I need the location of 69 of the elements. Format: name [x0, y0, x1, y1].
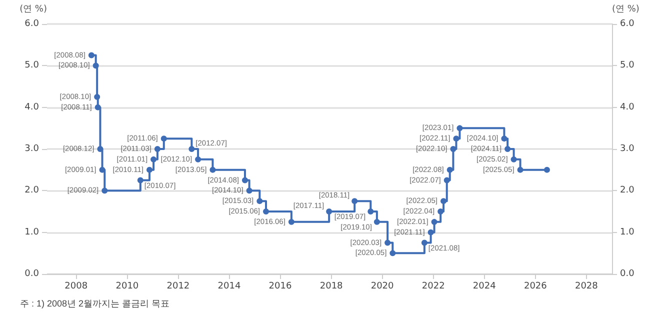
point — [428, 229, 434, 236]
y2-tick-label: 1.0 — [620, 227, 635, 238]
point — [384, 240, 391, 246]
point — [352, 198, 358, 204]
y2-tick-label: 0.0 — [620, 269, 635, 279]
y-tick-label: 1.0 — [24, 227, 40, 238]
x-tick-label: 2014 — [218, 282, 241, 292]
point — [368, 208, 374, 214]
y-tick-label: 6.0 — [24, 19, 40, 29]
point — [210, 166, 216, 173]
y-tick-label: 4.0 — [24, 102, 40, 112]
y2-tick-label: 6.0 — [620, 19, 635, 29]
point — [431, 218, 438, 225]
x-tick-label: 2020 — [370, 282, 394, 292]
point — [421, 240, 428, 246]
y-tick-label: 3.0 — [24, 144, 40, 154]
x-tick-label: 2022 — [422, 282, 445, 292]
point — [160, 136, 167, 142]
x-tick-label: 2018 — [320, 282, 344, 292]
y2-axis-title: (연 %) — [612, 4, 640, 14]
point — [195, 156, 202, 162]
point — [446, 166, 453, 173]
y2-tick-label: 3.0 — [620, 144, 635, 154]
text: 주 : 1) 2008년 2월까지는 콜금리 목표 — [20, 298, 170, 308]
point — [94, 94, 100, 100]
point — [92, 62, 99, 69]
point — [97, 146, 104, 152]
y-axis-title: (연 %) — [20, 4, 47, 14]
x-tick-label: 2024 — [472, 282, 496, 292]
y2-tick-label: 2.0 — [620, 186, 635, 196]
point — [374, 218, 380, 225]
y2-tick-label: 5.0 — [620, 60, 635, 71]
x-tick-label: 2008 — [64, 282, 88, 292]
y-tick-label: 2.0 — [24, 186, 40, 196]
x-tick-label: 2028 — [574, 282, 598, 292]
point — [326, 208, 332, 214]
y-tick-label: 0.0 — [24, 269, 40, 279]
y-tick-label: 5.0 — [24, 60, 40, 71]
point — [504, 146, 511, 152]
point — [510, 156, 517, 162]
point — [94, 104, 101, 110]
point — [154, 146, 160, 152]
point — [137, 177, 144, 184]
point — [517, 166, 524, 173]
x-tick-label: 2010 — [116, 282, 139, 292]
point — [450, 146, 456, 152]
y2-tick-label: 4.0 — [620, 102, 635, 112]
point — [288, 218, 294, 225]
point — [146, 166, 152, 173]
point — [263, 208, 269, 214]
point — [246, 188, 252, 194]
point — [390, 250, 396, 256]
point — [440, 198, 447, 204]
point — [150, 156, 157, 162]
point — [456, 125, 463, 132]
point — [99, 166, 106, 173]
point — [88, 52, 94, 58]
point — [453, 136, 460, 142]
point — [188, 146, 195, 152]
point — [444, 177, 450, 184]
point — [501, 136, 508, 142]
point — [438, 208, 444, 214]
x-tick-label: 2026 — [524, 282, 548, 292]
point — [544, 166, 550, 173]
point — [102, 188, 108, 194]
point — [242, 177, 248, 184]
point — [256, 198, 263, 204]
x-tick-label: 2016 — [268, 282, 292, 292]
x-tick-label: 2012 — [166, 282, 190, 292]
